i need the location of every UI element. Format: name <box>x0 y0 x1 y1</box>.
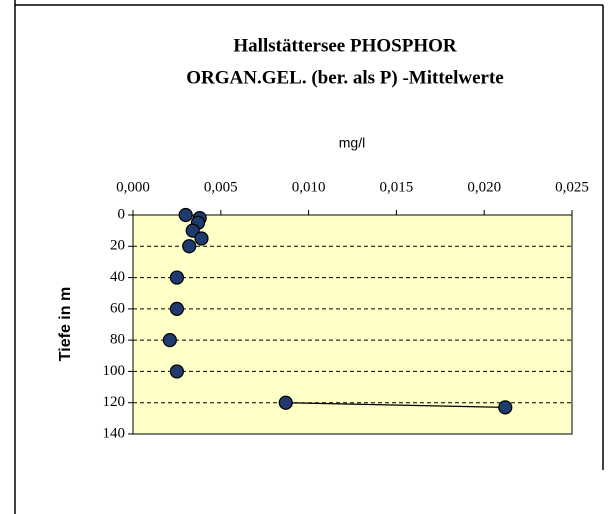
x-tick-label: 0,020 <box>467 179 501 195</box>
point <box>185 223 200 238</box>
point <box>498 400 513 415</box>
y-tick-label: 40 <box>110 269 125 285</box>
point <box>178 207 193 223</box>
chart-title: Hallstättersee PHOSPHOR <box>233 35 456 56</box>
point <box>194 231 209 246</box>
series-line <box>285 402 506 409</box>
x-tick-label: 0,000 <box>116 179 150 195</box>
plot-area <box>132 214 573 435</box>
y-tick-label: 120 <box>103 394 126 410</box>
point <box>169 364 184 379</box>
point <box>182 239 197 254</box>
y-tick-label: 80 <box>110 332 125 348</box>
y-tick-label: 140 <box>103 425 126 441</box>
point <box>162 333 177 348</box>
point <box>278 395 293 410</box>
x-tick-label: 0,015 <box>380 179 414 195</box>
x-tick-label: 0,005 <box>204 179 238 195</box>
chart-title: ORGAN.GEL. (ber. als P) -Mittelwerte <box>186 67 503 88</box>
y-tick-label: 20 <box>110 238 125 254</box>
point <box>169 270 184 285</box>
x-tick-label: 0,025 <box>555 179 589 195</box>
y-tick-label: 0 <box>118 206 126 222</box>
x-tick-label: 0,010 <box>292 179 326 195</box>
x-axis-label: mg/l <box>339 135 365 151</box>
y-tick-label: 100 <box>103 363 126 379</box>
y-axis-label: Tiefe in m <box>57 287 74 361</box>
y-tick-label: 60 <box>110 300 125 316</box>
point <box>169 301 184 316</box>
